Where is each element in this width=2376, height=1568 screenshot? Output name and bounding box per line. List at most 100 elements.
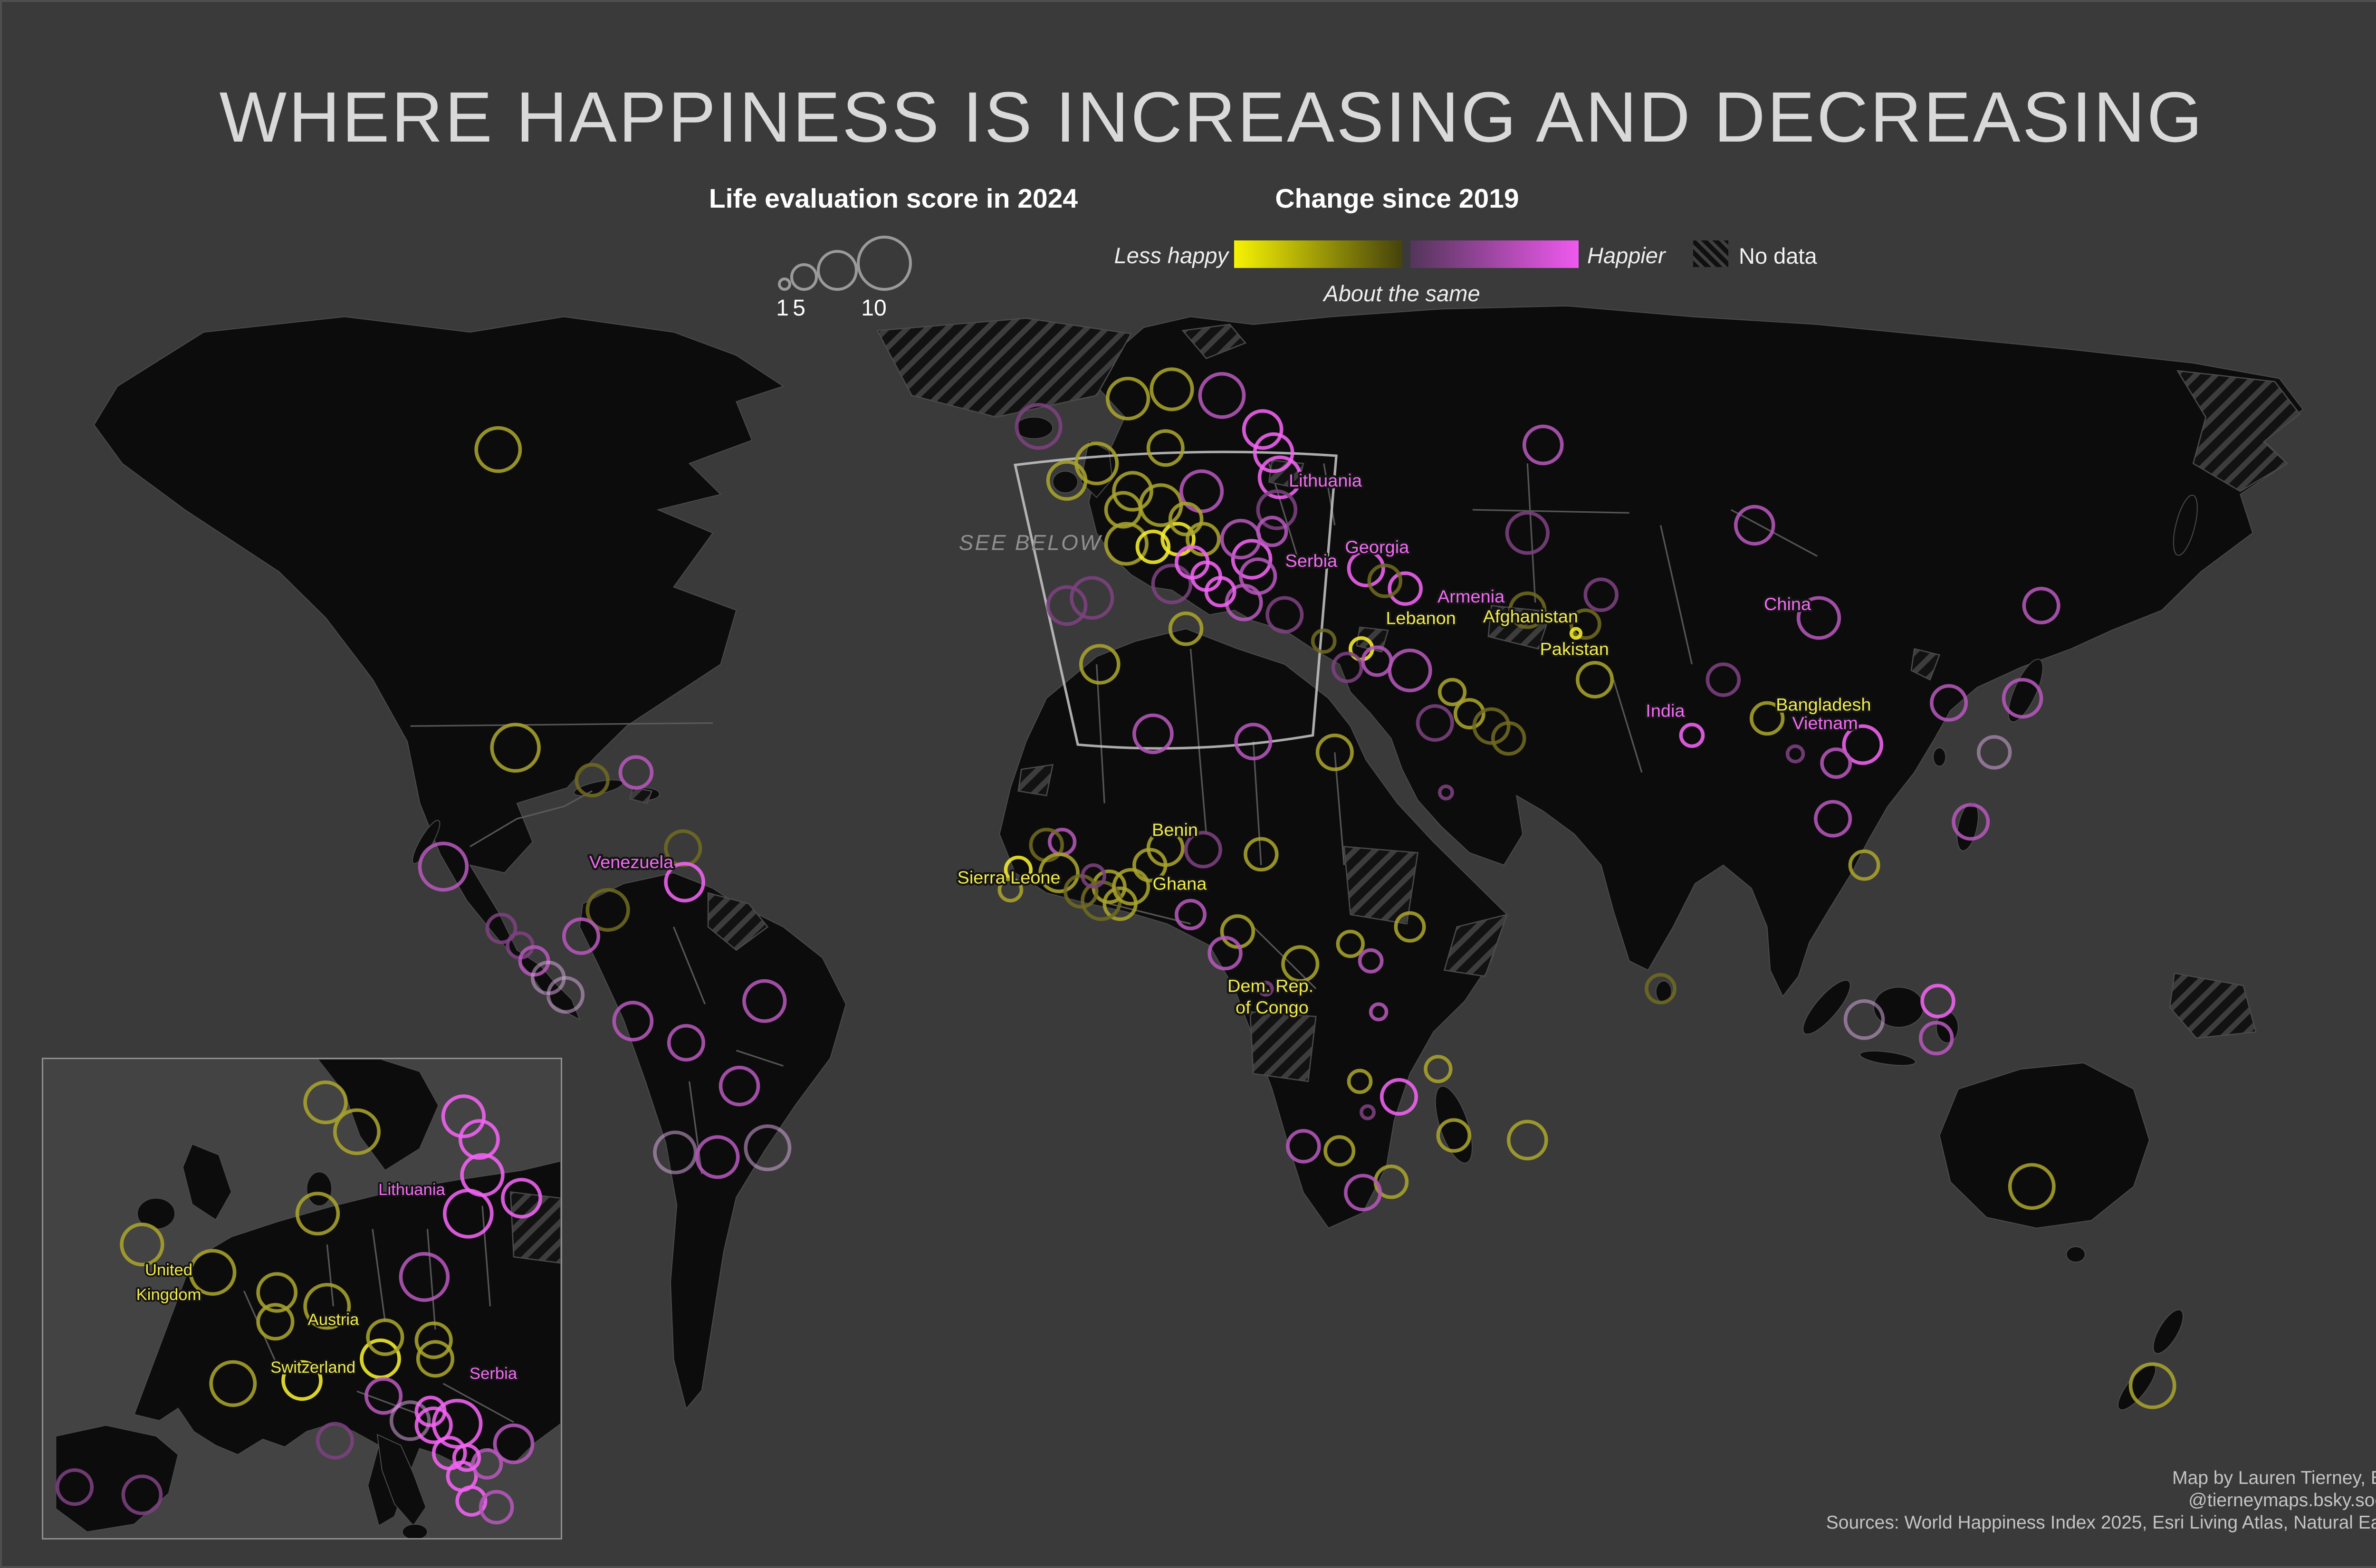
legend-size-circle [790,263,818,291]
no-data-w-sahara [1017,764,1054,796]
land-eurasia [1088,305,2304,997]
country-circle [1424,1055,1453,1083]
country-circle [1315,733,1354,771]
country-label: Afghanistan [1483,606,1578,626]
country-circle [1311,628,1337,654]
country-circle [1186,522,1221,556]
land-ireland [1052,470,1079,494]
country-circle [1151,564,1193,604]
country-circle [1179,469,1224,513]
country-label: of Congo [1236,997,1309,1017]
no-data-svalbard [1181,324,1247,359]
country-circle [1150,367,1194,411]
no-data-guianas [707,892,769,951]
country-labels-layer: Venezuela Lithuania Serbia Georgia ArmeniaLe… [587,468,1873,1019]
country-label: Armenia [1437,586,1504,606]
land-sumatra [1802,980,1851,1035]
country-circle [1281,945,1320,983]
legend-size-tick: 5 [793,296,805,321]
country-circle [1132,713,1174,755]
country-circle [1416,704,1454,742]
country-circle [1843,999,1885,1040]
credits: Map by Lauren Tierney, Esri @tierneymaps… [1826,1467,2376,1534]
country-label: India [1646,701,1685,721]
country-circle [1257,981,1274,997]
no-data-angola [1249,1011,1317,1082]
country-label: Sierra Leone [958,868,1061,888]
inset-country-circle [316,1422,354,1460]
country-circle [1814,800,1852,838]
country-label: Pakistan [1540,639,1609,659]
country-circle [1242,409,1284,450]
no-data-greenland [876,317,1132,418]
inset-country-circle [389,1400,431,1441]
legend-happier-label: Happier [1587,243,1666,268]
land-kamchatka [2173,495,2198,556]
inset-country-circle [399,1252,450,1302]
legend-less-happy-label: Less happy [1114,243,1228,268]
country-circle [1360,1104,1376,1120]
legend-size-circle [857,236,912,291]
country-circle [719,1065,760,1107]
country-label: Ghana [1153,874,1207,894]
legend-size-title: Life evaluation score in 2024 [709,183,1078,214]
country-circle [1506,1119,1548,1161]
country-circle [1256,489,1298,530]
country-circle [485,912,517,944]
inset-country-circle [501,1177,542,1219]
inset-landmasses [55,1059,561,1538]
legend-size-circles: 1 5 10 [776,236,912,321]
country-circle [612,1001,654,1042]
inset-country-circle [189,1249,237,1296]
inset-country-label: Lithuania [378,1181,445,1199]
inset-country-label: Serbia [469,1365,517,1383]
inset-country-circle [452,1444,481,1472]
country-circle [1569,608,1601,640]
country-circle [1569,627,1583,640]
country-label: Dem. Rep. [1227,976,1313,996]
country-circle [1505,511,1550,555]
inset-land-britain [182,1143,232,1221]
legend-no-data-label: No data [1739,243,1817,268]
country-circle [1930,684,1968,722]
country-circle [1231,539,1273,580]
country-circle [1344,1174,1382,1212]
country-circle [1015,403,1063,450]
country-circle [1105,376,1150,421]
inset-land-scandinavia [317,1059,439,1171]
country-circle [1234,723,1273,761]
inset-country-circle [55,1468,94,1506]
inset-circles-layer [55,1080,542,1525]
country-circle [1796,596,1841,640]
country-circle [2022,586,2060,624]
inset-country-circle [120,1223,164,1267]
inset-country-circle [121,1474,163,1515]
legend-about-same-label: About the same [1323,281,1480,306]
country-circle [1207,936,1243,971]
legend-size-circle [817,250,858,291]
country-circle [585,888,630,932]
land-north-america [93,316,785,1021]
country-circle [1453,698,1485,730]
country-circle [1046,585,1088,626]
inset-land-mainland [134,1160,561,1527]
country-circle [1848,849,1880,881]
inset-country-circle [479,1490,514,1525]
country-circle [667,1024,706,1062]
country-circle [1253,432,1294,473]
legend-happier-gradient [1410,240,1579,268]
country-label: Georgia [1345,537,1409,557]
country-circle [1286,1129,1321,1164]
country-circle [1437,678,1467,707]
country-circle [1190,560,1222,592]
country-circle [1508,591,1547,629]
country-circles-layer [418,367,2176,1409]
country-circle [1323,1135,1356,1167]
country-circle [2008,1163,2056,1210]
inset-no-data-belarus [510,1191,561,1264]
legend-size: Life evaluation score in 2024 1 5 10 [689,183,1098,337]
inset-country-circle [414,1396,447,1427]
country-circle [1437,784,1454,801]
inset-country-circle [416,1340,455,1378]
see-below-label: SEE BELOW [959,531,1102,555]
